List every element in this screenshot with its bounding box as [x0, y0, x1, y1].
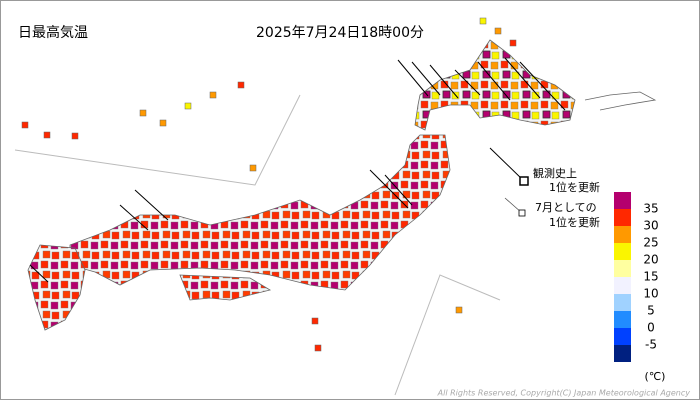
legend-label: 0: [647, 321, 655, 335]
legend-label: 15: [643, 270, 658, 284]
datetime: 2025年7月24日18時00分: [256, 25, 424, 41]
legend-swatch: [614, 294, 631, 311]
legend-swatch: [614, 311, 631, 328]
legend-swatch: [614, 260, 631, 277]
record-pointers: [29, 57, 566, 283]
island-stations: [21, 17, 517, 352]
legend-label: 25: [643, 236, 658, 250]
annotation-line: 観測史上: [533, 166, 577, 180]
monthly-marker: [518, 209, 526, 217]
legend-unit: (℃): [645, 370, 666, 383]
annotation-line: 1位を更新: [549, 215, 600, 229]
legend-label: 35: [643, 202, 658, 216]
legend-swatch: [614, 277, 631, 294]
annotations: 観測史上 1位を更新 7月としての 1位を更新: [533, 166, 600, 229]
legend-swatch: [614, 328, 631, 345]
record-marker: [519, 176, 529, 186]
legend-swatch: [614, 226, 631, 243]
legend-swatch: [614, 345, 631, 362]
title: 日最高気温: [18, 24, 88, 41]
legend-swatch: [614, 209, 631, 226]
annotation-line: 7月としての: [535, 201, 597, 214]
legend: 35 30 25 20 15 10 5 0 -5: [614, 192, 659, 362]
land: [27, 39, 657, 331]
legend-label: 10: [643, 287, 658, 301]
sea-boundaries: [14, 94, 501, 396]
legend-label: 20: [643, 253, 658, 267]
legend-swatch: [614, 243, 631, 260]
legend-label: -5: [645, 338, 657, 352]
annotation-line: 1位を更新: [549, 180, 600, 194]
legend-swatch: [614, 192, 631, 209]
legend-label: 5: [647, 304, 655, 318]
legend-label: 30: [643, 219, 658, 233]
copyright: All Rights Reserved, Copyright(C) Japan …: [437, 389, 691, 398]
